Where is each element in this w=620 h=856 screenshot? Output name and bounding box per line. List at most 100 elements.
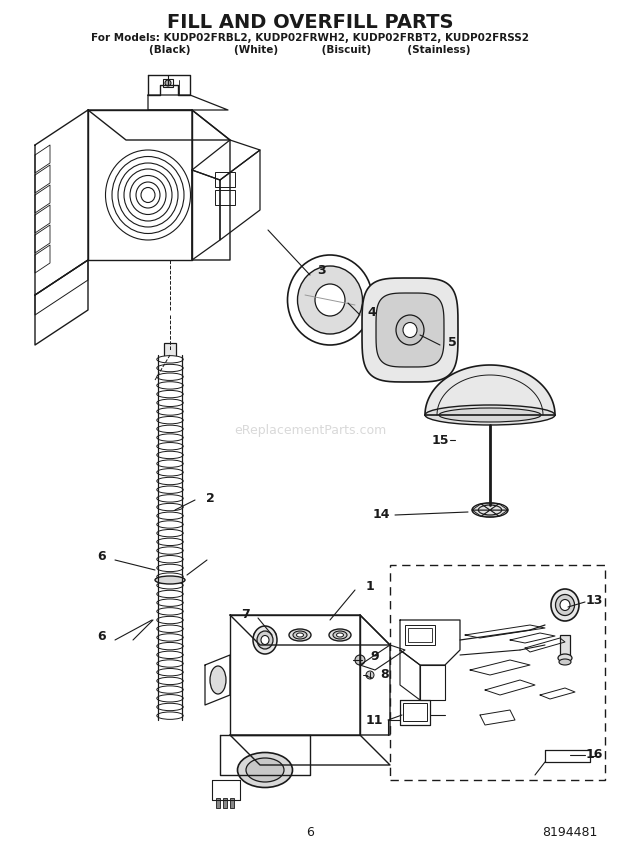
Bar xyxy=(163,79,173,87)
Text: 6: 6 xyxy=(98,629,106,643)
Polygon shape xyxy=(490,504,508,510)
Ellipse shape xyxy=(560,599,570,610)
Ellipse shape xyxy=(105,150,190,240)
Ellipse shape xyxy=(425,405,555,425)
Text: 5: 5 xyxy=(448,336,456,348)
Ellipse shape xyxy=(157,651,183,658)
Text: 6: 6 xyxy=(306,827,314,840)
Ellipse shape xyxy=(157,581,183,589)
Ellipse shape xyxy=(157,686,183,693)
Polygon shape xyxy=(481,510,499,516)
Ellipse shape xyxy=(157,486,183,493)
Ellipse shape xyxy=(289,629,311,641)
Bar xyxy=(408,628,432,642)
Ellipse shape xyxy=(157,608,183,615)
Polygon shape xyxy=(490,510,508,516)
Ellipse shape xyxy=(210,666,226,694)
Ellipse shape xyxy=(315,284,345,316)
Ellipse shape xyxy=(257,631,273,649)
Ellipse shape xyxy=(157,478,183,484)
Bar xyxy=(403,703,427,721)
Ellipse shape xyxy=(157,495,183,502)
Text: For Models: KUDP02FRBL2, KUDP02FRWH2, KUDP02FRBT2, KUDP02FRSS2: For Models: KUDP02FRBL2, KUDP02FRWH2, KU… xyxy=(91,33,529,43)
Polygon shape xyxy=(376,293,444,367)
Bar xyxy=(164,343,176,357)
Ellipse shape xyxy=(258,631,272,639)
Ellipse shape xyxy=(556,595,575,615)
Text: (Black)            (White)            (Biscuit)          (Stainless): (Black) (White) (Biscuit) (Stainless) xyxy=(149,45,471,55)
Ellipse shape xyxy=(333,631,347,639)
Polygon shape xyxy=(481,504,499,510)
Ellipse shape xyxy=(157,434,183,441)
Ellipse shape xyxy=(329,629,351,641)
Ellipse shape xyxy=(157,520,183,528)
Ellipse shape xyxy=(157,547,183,554)
Text: 3: 3 xyxy=(317,264,326,276)
Ellipse shape xyxy=(157,599,183,606)
Bar xyxy=(390,565,605,780)
Ellipse shape xyxy=(157,704,183,710)
Text: eReplacementParts.com: eReplacementParts.com xyxy=(234,424,386,437)
Text: 9: 9 xyxy=(371,651,379,663)
Bar xyxy=(230,798,234,808)
Ellipse shape xyxy=(157,512,183,520)
Text: 1: 1 xyxy=(366,580,374,592)
Text: 11: 11 xyxy=(365,714,383,727)
Ellipse shape xyxy=(551,589,579,621)
Ellipse shape xyxy=(157,616,183,624)
Ellipse shape xyxy=(559,659,571,665)
Ellipse shape xyxy=(288,255,373,345)
Ellipse shape xyxy=(157,633,183,641)
Polygon shape xyxy=(472,510,490,516)
Ellipse shape xyxy=(157,712,183,719)
Ellipse shape xyxy=(157,694,183,702)
Text: 7: 7 xyxy=(241,608,249,621)
Text: 8: 8 xyxy=(381,669,389,681)
Text: 13: 13 xyxy=(585,593,603,607)
Ellipse shape xyxy=(157,530,183,537)
Ellipse shape xyxy=(157,643,183,650)
Text: FILL AND OVERFILL PARTS: FILL AND OVERFILL PARTS xyxy=(167,13,453,32)
Text: 16: 16 xyxy=(585,747,603,760)
Ellipse shape xyxy=(155,576,185,584)
Ellipse shape xyxy=(157,365,183,372)
Ellipse shape xyxy=(157,556,183,563)
Bar xyxy=(215,190,235,205)
Ellipse shape xyxy=(157,538,183,545)
Ellipse shape xyxy=(157,417,183,424)
Bar xyxy=(405,625,435,645)
Ellipse shape xyxy=(439,408,541,422)
Bar xyxy=(215,172,235,187)
Bar xyxy=(216,798,220,808)
Ellipse shape xyxy=(157,468,183,476)
Ellipse shape xyxy=(157,407,183,415)
Ellipse shape xyxy=(254,629,276,641)
Circle shape xyxy=(165,80,171,86)
Ellipse shape xyxy=(157,503,183,511)
Ellipse shape xyxy=(403,323,417,337)
Ellipse shape xyxy=(157,382,183,389)
Ellipse shape xyxy=(157,660,183,667)
Text: 6: 6 xyxy=(98,550,106,562)
Ellipse shape xyxy=(337,633,343,637)
Polygon shape xyxy=(425,365,555,415)
Ellipse shape xyxy=(396,315,424,345)
Text: 15: 15 xyxy=(432,433,449,447)
Text: 4: 4 xyxy=(368,306,376,318)
Bar xyxy=(560,635,570,660)
Ellipse shape xyxy=(157,591,183,597)
Ellipse shape xyxy=(157,460,183,467)
Ellipse shape xyxy=(237,752,293,788)
Ellipse shape xyxy=(157,573,183,580)
Text: 14: 14 xyxy=(372,508,390,520)
Ellipse shape xyxy=(253,626,277,654)
Circle shape xyxy=(366,671,374,679)
Polygon shape xyxy=(472,504,490,510)
Ellipse shape xyxy=(157,373,183,380)
Ellipse shape xyxy=(157,625,183,633)
Ellipse shape xyxy=(293,631,307,639)
Polygon shape xyxy=(362,278,458,382)
Ellipse shape xyxy=(157,677,183,685)
Bar xyxy=(223,798,227,808)
Ellipse shape xyxy=(261,635,269,645)
